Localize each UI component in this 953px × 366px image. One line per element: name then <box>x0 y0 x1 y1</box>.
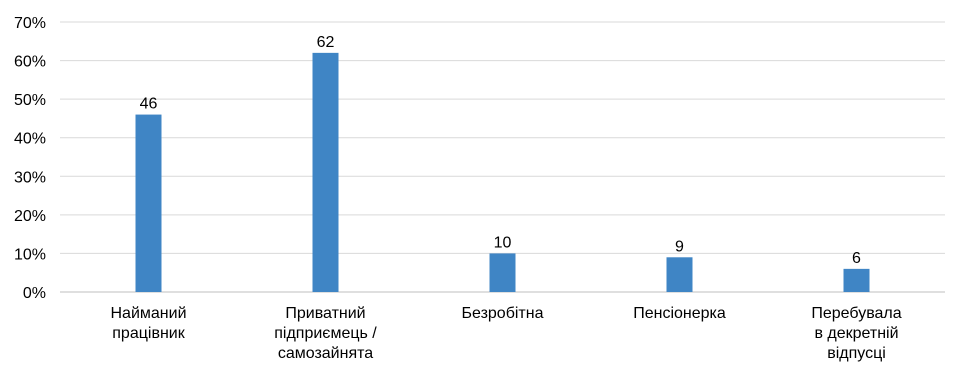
y-tick-label: 0% <box>23 285 46 302</box>
bar <box>666 257 693 292</box>
category-label-line: Приватний <box>285 305 365 322</box>
category-labels: Найманий працівник Приватний підприємець / с… <box>111 305 902 362</box>
y-axis-tick-labels: 0% 10% 20% 30% 40% 50% 60% 70% <box>14 15 46 302</box>
bar <box>312 52 339 292</box>
category-label: Найманий працівник <box>111 305 187 342</box>
category-label-line: Перебувала <box>811 305 901 322</box>
category-label-line: самозайнята <box>278 345 373 362</box>
data-label: 10 <box>494 234 512 251</box>
data-label: 62 <box>317 34 335 51</box>
category-label-line: Найманий <box>111 305 187 322</box>
category-label-line: Пенсіонерка <box>633 305 726 322</box>
category-label: Перебувала в декретній відпусці <box>811 305 901 362</box>
category-label: Безробітна <box>462 305 544 322</box>
data-labels: 46 62 10 9 6 <box>140 34 861 267</box>
data-label: 9 <box>675 238 684 255</box>
category-label: Приватний підприємець / самозайнята <box>274 305 377 362</box>
y-tick-label: 50% <box>14 92 46 109</box>
data-label: 6 <box>852 250 861 267</box>
category-label: Пенсіонерка <box>633 305 726 322</box>
category-label-line: підприємець / <box>274 325 377 342</box>
category-label-line: Безробітна <box>462 305 544 322</box>
data-label: 46 <box>140 96 158 113</box>
category-label-line: працівник <box>112 325 185 342</box>
bar <box>843 268 870 292</box>
gridlines <box>60 21 945 293</box>
category-label-line: в декретній <box>814 325 898 342</box>
y-tick-label: 70% <box>14 15 46 32</box>
bar <box>135 114 162 292</box>
y-tick-label: 60% <box>14 54 46 71</box>
category-label-line: відпусці <box>827 345 886 362</box>
y-tick-label: 30% <box>14 169 46 186</box>
y-tick-label: 20% <box>14 208 46 225</box>
y-tick-label: 40% <box>14 131 46 148</box>
y-tick-label: 10% <box>14 246 46 263</box>
bar <box>489 253 516 292</box>
bars <box>135 52 870 292</box>
